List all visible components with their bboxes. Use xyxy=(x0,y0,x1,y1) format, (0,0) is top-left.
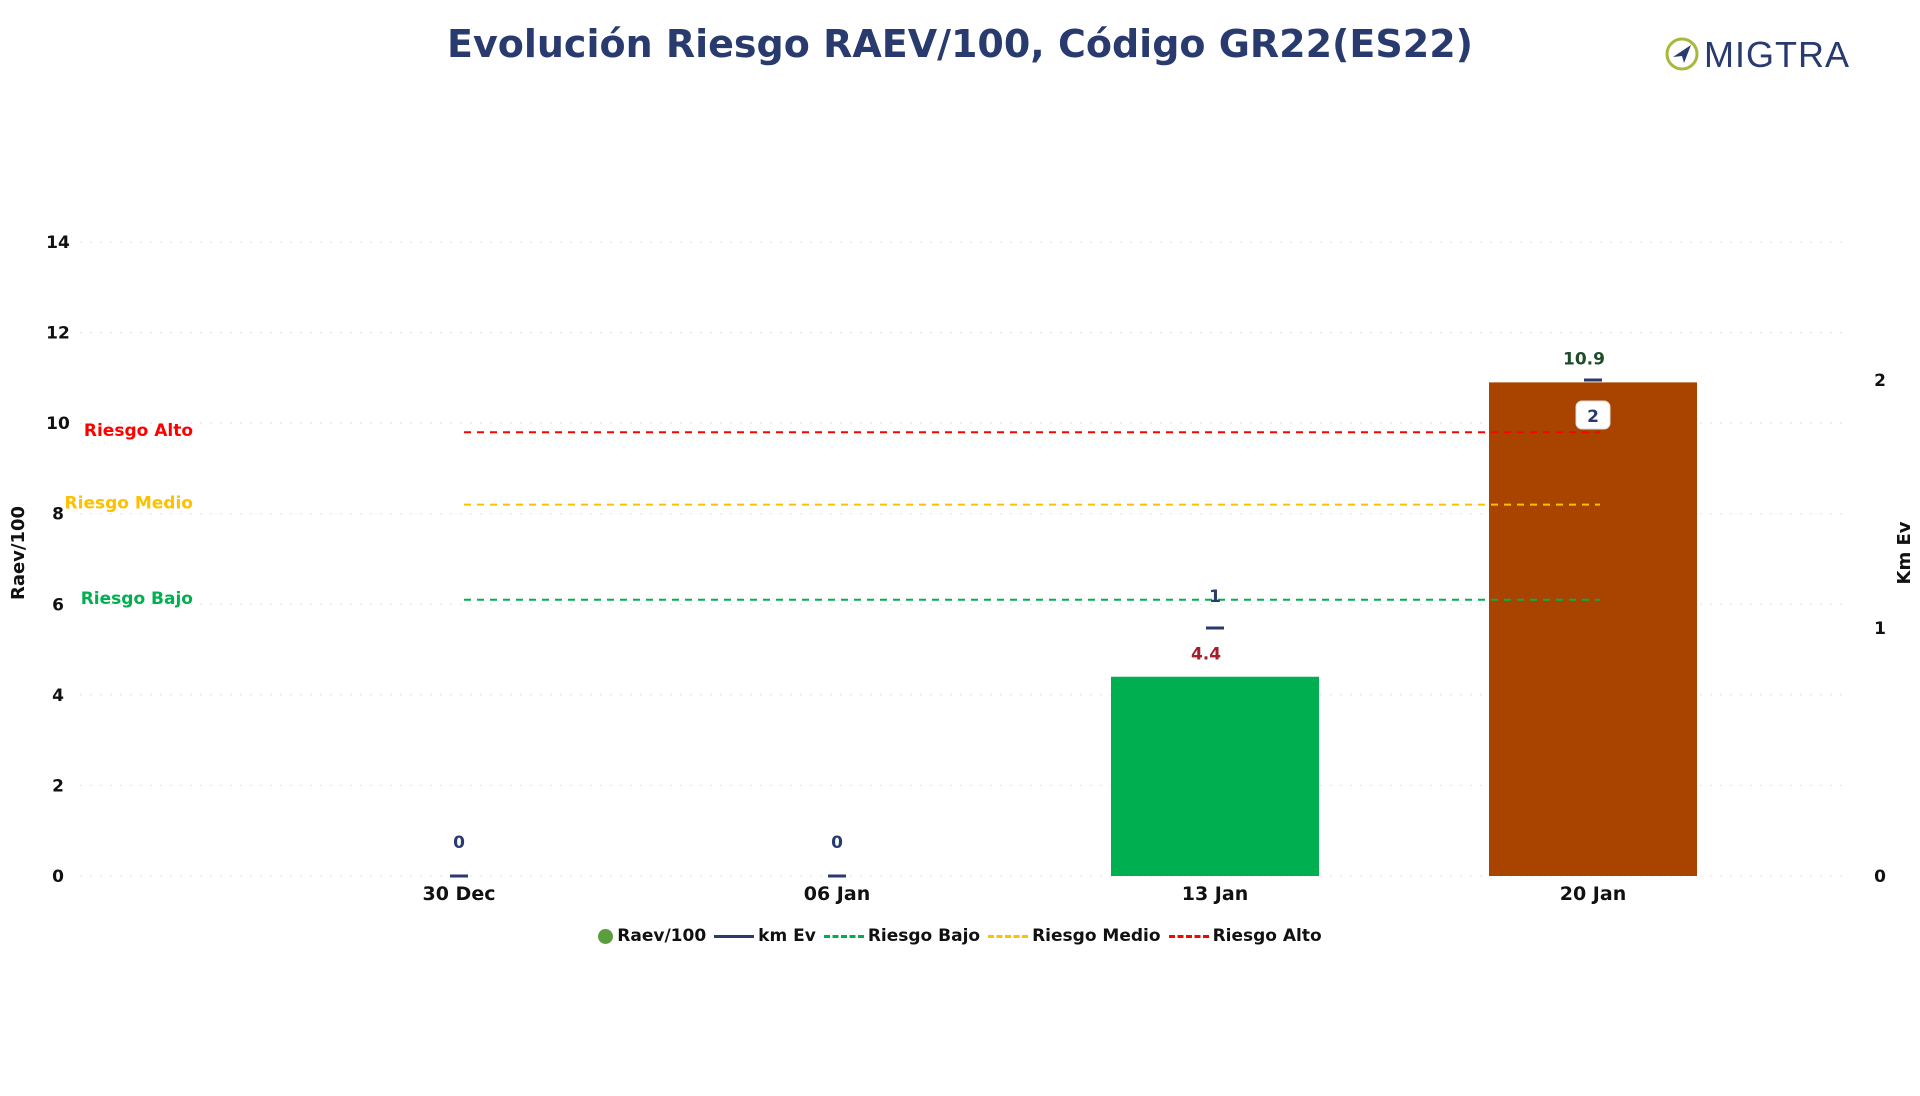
legend-item: Riesgo Alto xyxy=(1168,926,1322,946)
legend-swatch xyxy=(1168,934,1209,938)
bar xyxy=(1111,676,1319,876)
threshold-label: Riesgo Medio xyxy=(65,494,193,514)
legend-label: Riesgo Bajo xyxy=(867,926,981,946)
threshold-label: Riesgo Alto xyxy=(84,421,193,441)
bar-value-label: 0 xyxy=(453,833,465,853)
legend-label: Raev/100 xyxy=(617,926,707,946)
bar xyxy=(1489,382,1697,876)
migtra-logo: MIGTRA xyxy=(1665,34,1850,75)
bar-value-label: 0 xyxy=(831,833,843,853)
logo-text: MIGTRA xyxy=(1704,34,1850,75)
x-tick-label: 06 Jan xyxy=(804,883,870,905)
legend-swatch xyxy=(823,934,864,938)
legend-swatch xyxy=(988,934,1029,938)
y-tick-label: 10 xyxy=(46,414,70,434)
legend-label: Riesgo Alto xyxy=(1212,926,1322,946)
km-value-label: 1 xyxy=(1209,587,1221,607)
y-axis-title: Raev/100 xyxy=(8,506,29,600)
legend-label: km Ev xyxy=(758,926,816,946)
km-value-label: 2 xyxy=(1587,407,1599,427)
legend-item: Riesgo Bajo xyxy=(823,926,981,946)
compass-arrow-icon xyxy=(1665,37,1699,71)
y-tick-label: 14 xyxy=(46,233,70,253)
threshold-label: Riesgo Bajo xyxy=(81,589,193,609)
bar-value-label: 4.4 xyxy=(1191,645,1221,665)
legend-label: Riesgo Medio xyxy=(1032,926,1161,946)
legend: Raev/100 km Ev Riesgo Bajo Riesgo Medio Ries… xyxy=(0,926,1920,946)
y-tick-label: 6 xyxy=(52,595,64,615)
legend-item: Raev/100 xyxy=(598,926,706,946)
bar-value-label: 10.9 xyxy=(1563,349,1605,369)
chart-title: Evolución Riesgo RAEV/100, Código GR22(E… xyxy=(447,22,1473,66)
x-tick-label: 30 Dec xyxy=(423,883,496,905)
km-label-box xyxy=(1575,400,1611,430)
legend-item: km Ev xyxy=(714,926,816,946)
legend-swatch xyxy=(714,934,755,938)
y-tick-label: 4 xyxy=(52,686,64,706)
x-tick-label: 20 Jan xyxy=(1560,883,1626,905)
legend-swatch xyxy=(598,928,614,944)
legend-item: Riesgo Medio xyxy=(988,926,1161,946)
y-tick-label: 12 xyxy=(46,324,70,344)
y2-tick-label: 2 xyxy=(1874,371,1886,391)
y-tick-label: 8 xyxy=(52,505,64,525)
y2-axis-title: Km Ev xyxy=(1894,521,1915,584)
y-tick-label: 2 xyxy=(52,776,64,796)
x-tick-label: 13 Jan xyxy=(1182,883,1248,905)
y-tick-label: 0 xyxy=(52,867,64,887)
y2-tick-label: 0 xyxy=(1874,867,1886,887)
y2-tick-label: 1 xyxy=(1874,619,1886,639)
